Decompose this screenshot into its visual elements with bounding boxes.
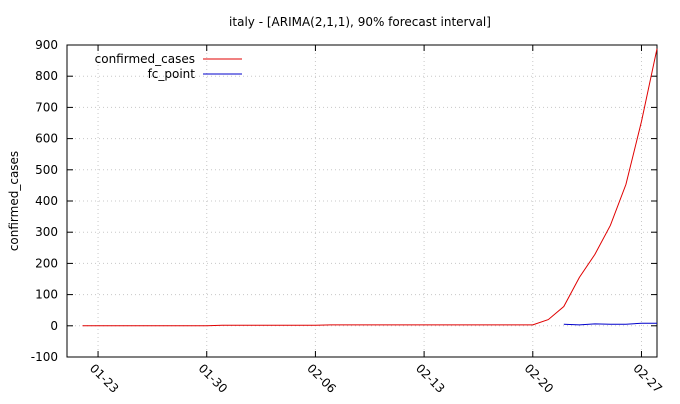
y-tick-label: 200 [35,256,58,270]
x-tick-label: 02-20 [522,361,557,396]
series-lines [82,48,658,327]
y-tick-label: 600 [35,132,58,146]
y-axis-label: confirmed_cases [7,151,21,251]
legend-label: fc_point [148,67,196,81]
y-tick-label: 300 [35,225,58,239]
y-tick-label: 900 [35,38,58,52]
x-tick-label: 02-27 [630,361,665,396]
y-tick-label: 100 [35,288,58,302]
y-tick-label: 500 [35,163,58,177]
y-tick-label: 800 [35,69,58,83]
x-tick-label: 02-13 [413,361,448,396]
series-line-confirmed-cases [82,48,658,327]
chart-title: italy - [ARIMA(2,1,1), 90% forecast inte… [229,15,491,29]
x-tick-label: 01-23 [87,361,122,396]
x-tick-label: 02-06 [304,361,339,396]
y-tick-label: 400 [35,194,58,208]
x-tick-label: 01-30 [196,361,231,396]
y-tick-label: 0 [50,319,58,333]
y-tick-label: -100 [31,350,58,364]
grid [67,45,657,357]
axis-ticks: -100 0 100 200 300 400 500 600 700 800 900 01-23 01-… [31,38,665,396]
y-tick-label: 700 [35,100,58,114]
legend-label: confirmed_cases [95,52,195,66]
series-line-fc-point [563,322,657,326]
